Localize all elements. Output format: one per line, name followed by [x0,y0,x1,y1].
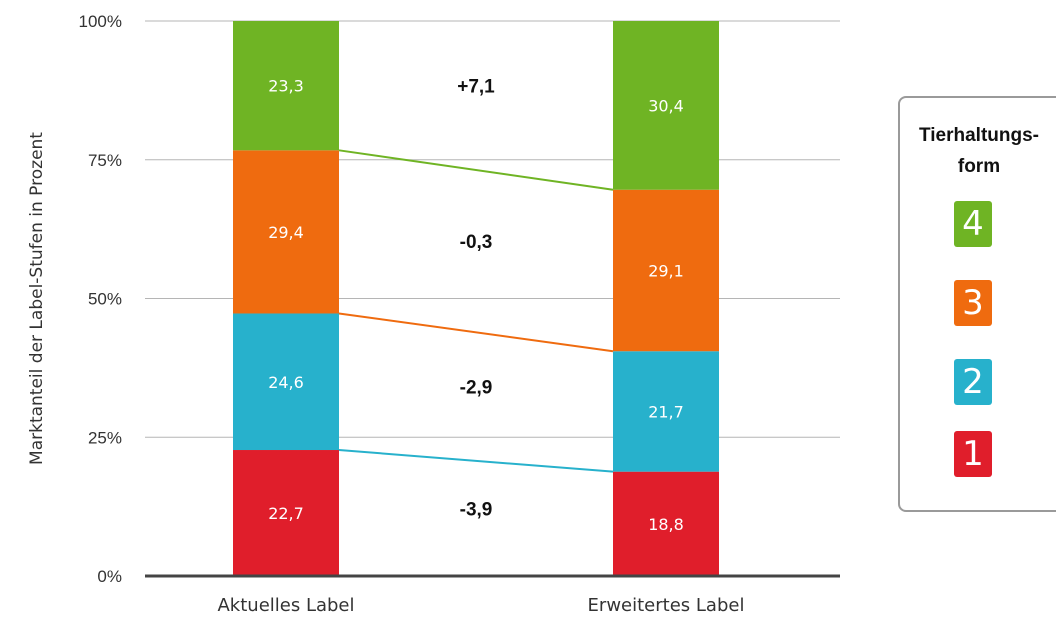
bar-segment [233,150,339,314]
y-tick-label: 100% [79,12,122,31]
data-label: 29,4 [268,223,304,242]
bar-segment [233,313,339,451]
connector-line [338,149,614,191]
difference-label: -0,3 [460,232,493,253]
data-label: 23,3 [268,77,304,96]
legend-title: Tierhaltungs- form [900,120,1056,182]
y-tick-label: 25% [88,428,122,447]
data-label: 22,7 [268,504,304,523]
bar-segment [233,21,339,151]
connector-line [338,449,614,473]
connector-line [338,312,614,353]
legend: Tierhaltungs- form 4 3 2 1 [898,96,1056,512]
y-axis-label: Marktanteil der Label-Stufen in Prozent [27,132,47,465]
data-label: 21,7 [648,402,684,421]
y-tick-label: 75% [88,151,122,170]
difference-label: +7,1 [457,77,495,98]
difference-label: -2,9 [460,378,493,399]
legend-title-line1: Tierhaltungs- [919,125,1039,146]
legend-swatch-3: 3 [954,280,992,326]
data-label: 29,1 [648,261,684,280]
legend-swatch-1: 1 [954,431,992,477]
legend-title-line2: form [957,156,1001,177]
y-tick-label: 0% [97,567,122,586]
data-label: 24,6 [268,373,304,392]
data-label: 18,8 [648,515,684,534]
bar-segment [613,21,719,190]
difference-label: -3,9 [460,499,493,520]
legend-swatch-2: 2 [954,359,992,405]
bar-segment [613,471,719,576]
x-tick-label: Aktuelles Label [217,595,354,616]
x-tick-label: Erweitertes Label [588,595,745,616]
bar-segment [613,189,719,352]
bar-segment [613,351,719,472]
bar-segment [233,450,339,576]
legend-swatch-4: 4 [954,201,992,247]
y-tick-label: 50% [88,290,122,309]
data-label: 30,4 [648,96,684,115]
